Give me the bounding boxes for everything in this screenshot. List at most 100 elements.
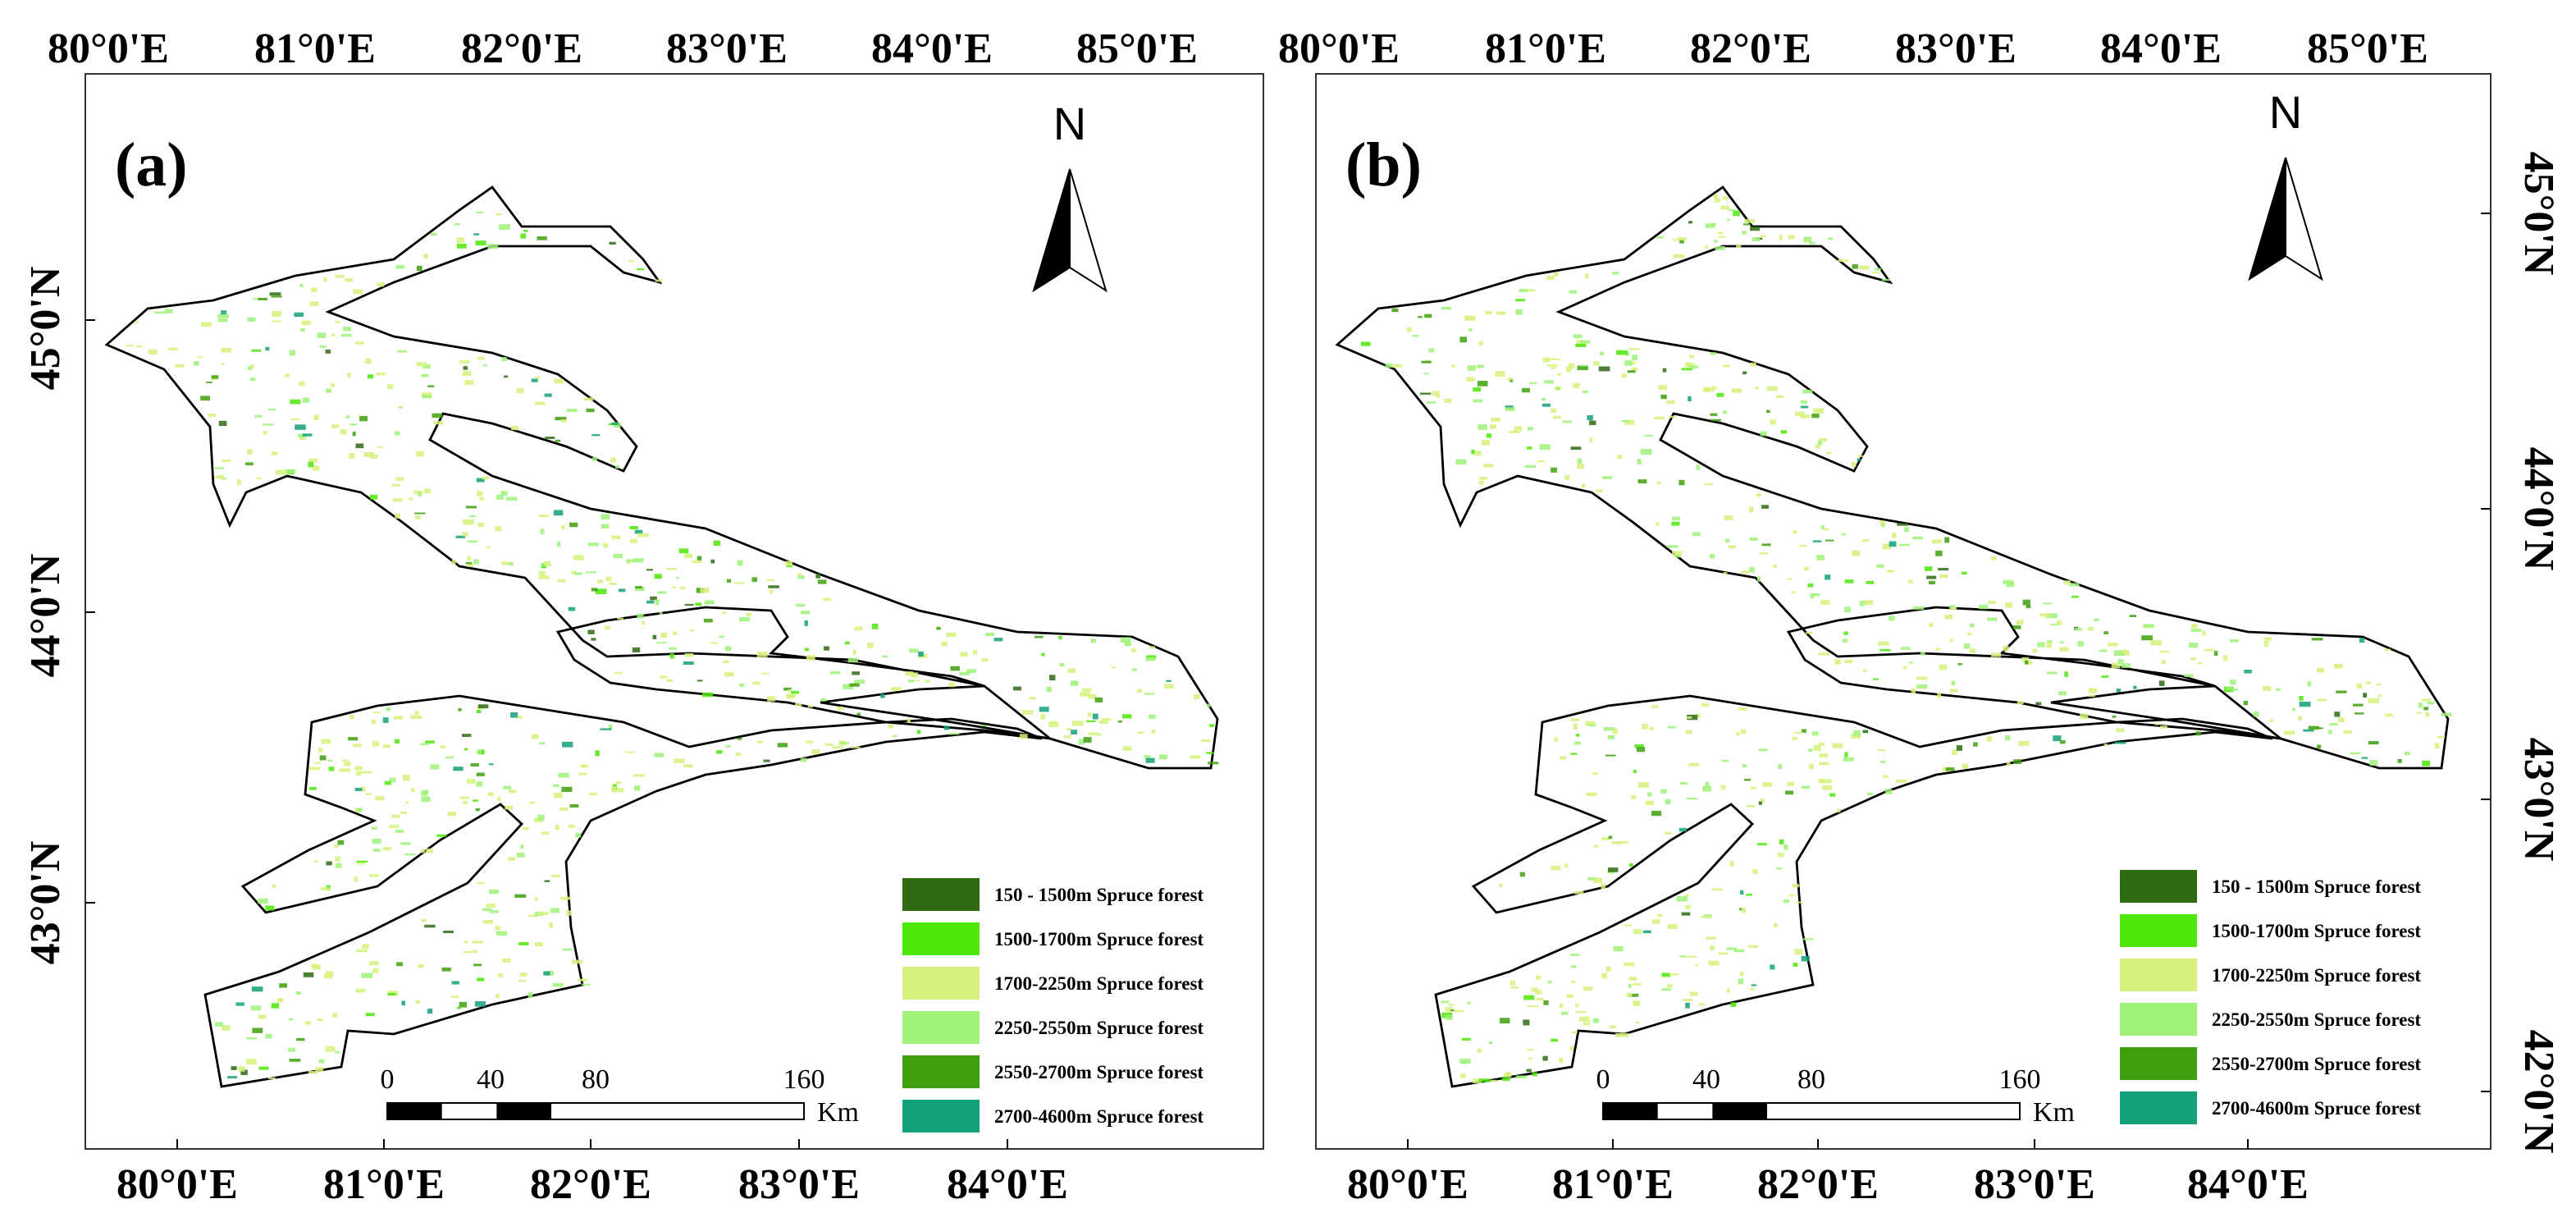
forest-patch — [1698, 1003, 1706, 1006]
forest-patch — [1092, 713, 1098, 720]
forest-patch — [1788, 235, 1795, 240]
forest-patch — [297, 433, 306, 437]
forest-patch — [1564, 863, 1569, 868]
forest-patch — [1969, 648, 1976, 653]
forest-patch — [1558, 1057, 1564, 1063]
forest-patch — [1080, 692, 1091, 697]
forest-patch — [1838, 259, 1849, 263]
forest-patch — [517, 716, 523, 719]
forest-patch — [1802, 240, 1807, 244]
forest-patch — [1361, 341, 1371, 346]
forest-patch — [1807, 583, 1814, 588]
forest-patch — [2354, 712, 2364, 715]
forest-patch — [2069, 583, 2080, 587]
forest-patch — [1750, 786, 1756, 789]
forest-patch — [1743, 218, 1756, 223]
forest-patch — [2101, 675, 2109, 678]
forest-patch — [500, 491, 508, 496]
forest-patch — [1843, 631, 1848, 635]
forest-patch — [2143, 624, 2154, 628]
forest-patch — [1844, 659, 1853, 664]
forest-patch — [1679, 479, 1685, 486]
forest-patch — [2037, 642, 2045, 648]
forest-patch — [1570, 965, 1577, 968]
forest-patch — [1746, 893, 1753, 896]
scale-label: 160 — [1999, 1064, 2041, 1095]
forest-patch — [2056, 620, 2062, 625]
top-lon-label: 83°0'E — [666, 25, 788, 72]
forest-patch — [335, 856, 340, 862]
forest-patch — [1841, 533, 1846, 536]
forest-patch — [1666, 983, 1673, 988]
forest-patch — [678, 548, 689, 554]
forest-patch — [1526, 1069, 1532, 1073]
forest-patch — [1673, 254, 1685, 259]
forest-patch — [1509, 430, 1520, 433]
forest-patch — [1827, 237, 1834, 240]
forest-patch — [1722, 196, 1729, 200]
forest-patch — [1087, 712, 1092, 717]
forest-patch — [619, 588, 626, 593]
legend-label: 1500-1700m Spruce forest — [994, 929, 1204, 950]
legend-label: 2550-2700m Spruce forest — [994, 1062, 1204, 1082]
forest-patch — [2317, 698, 2327, 702]
forest-patch — [421, 392, 432, 398]
forest-patch — [462, 532, 468, 537]
forest-patch — [665, 568, 678, 570]
forest-patch — [1792, 884, 1800, 888]
forest-patch — [1784, 790, 1794, 795]
forest-patch — [614, 671, 623, 675]
forest-patch — [1098, 721, 1108, 725]
forest-patch — [911, 672, 918, 678]
forest-patch — [313, 965, 321, 970]
forest-patch — [633, 557, 644, 563]
forest-patch — [1088, 732, 1100, 736]
forest-patch — [1879, 761, 1886, 763]
forest-patch — [1551, 866, 1561, 871]
forest-patch — [2003, 579, 2013, 584]
forest-patch — [250, 1005, 262, 1011]
forest-patch — [2088, 626, 2094, 631]
forest-patch — [463, 366, 468, 370]
forest-patch — [308, 461, 314, 468]
forest-patch — [611, 535, 621, 539]
forest-patch — [1726, 947, 1738, 950]
forest-patch — [2111, 662, 2121, 669]
forest-patch — [2377, 694, 2382, 698]
forest-patch — [1926, 575, 1937, 579]
forest-patch — [477, 522, 484, 527]
panels: (a) 80°0'E 81°0'E 82°0'E 83°0'E 84°0'E 85°0'E 8… — [22, 25, 2562, 1208]
forest-patch — [487, 244, 499, 249]
forest-patch — [1532, 1072, 1537, 1077]
forest-patch — [472, 799, 479, 802]
forest-patch — [646, 600, 655, 604]
forest-patch — [660, 632, 668, 638]
forest-patch — [555, 439, 561, 442]
forest-patch — [751, 577, 758, 583]
forest-patch — [335, 1051, 340, 1054]
forest-patch — [1612, 728, 1618, 734]
forest-patch — [1495, 371, 1505, 378]
forest-patch — [925, 680, 930, 683]
forest-patch — [1645, 800, 1655, 806]
forest-patch — [1747, 945, 1759, 948]
forest-patch — [218, 420, 227, 427]
legend-swatch — [902, 1011, 980, 1044]
bottom-lon-label: 80°0'E — [1347, 1161, 1468, 1208]
scale-bar-segment — [1712, 1103, 1768, 1119]
forest-patch — [1633, 1000, 1641, 1007]
forest-patch — [950, 666, 960, 671]
forest-patch — [1571, 1031, 1578, 1034]
forest-patch — [1478, 341, 1483, 346]
forest-patch — [1578, 1016, 1590, 1022]
forest-patch — [395, 477, 404, 481]
forest-patch — [561, 524, 565, 530]
forest-patch — [1543, 1000, 1549, 1005]
forest-patch — [601, 514, 610, 520]
forest-patch — [2356, 683, 2363, 689]
forest-patch — [601, 524, 610, 529]
forest-patch — [1041, 652, 1045, 657]
forest-patch — [1945, 767, 1955, 771]
forest-patch — [1773, 564, 1777, 569]
forest-patch — [2114, 741, 2126, 744]
